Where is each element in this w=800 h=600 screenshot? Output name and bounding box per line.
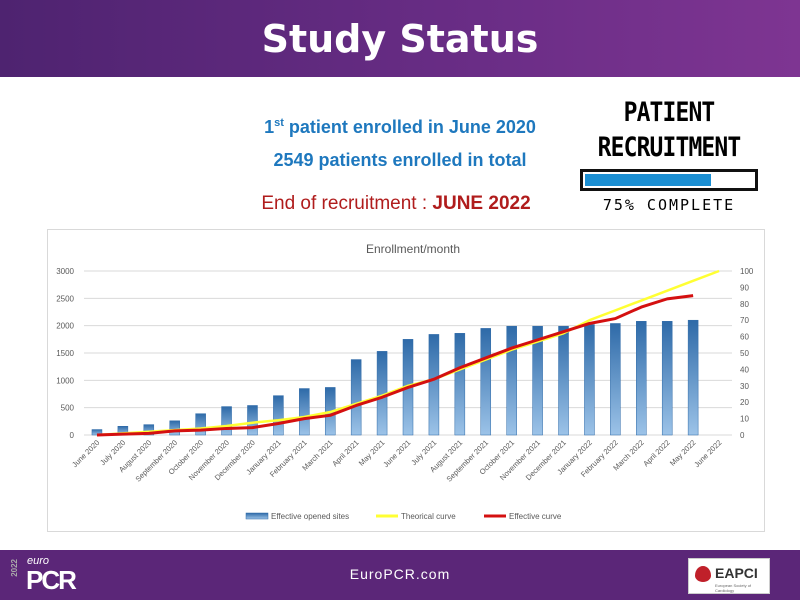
y2-tick-label: 80	[740, 300, 749, 309]
y2-tick-label: 0	[740, 431, 745, 440]
bar	[480, 328, 492, 436]
y2-tick-label: 90	[740, 283, 749, 292]
page-title: Study Status	[261, 16, 539, 61]
y2-tick-label: 60	[740, 333, 749, 342]
x-tick-label: June 2020	[70, 438, 101, 469]
series-line	[96, 269, 720, 437]
badge-caption: 75% COMPLETE	[602, 196, 736, 214]
bar	[169, 420, 180, 436]
y-tick-label: 2500	[56, 294, 74, 303]
x-tick-label: June 2022	[692, 438, 723, 469]
recruitment-badge: PATIENT RECRUITMENT 75% COMPLETE	[578, 95, 760, 214]
bar	[221, 406, 232, 436]
ordinal: 1	[264, 117, 275, 137]
legend-label: Theorical curve	[401, 512, 456, 521]
y-tick-label: 3000	[56, 267, 74, 276]
footer-url[interactable]: EuroPCR.com	[349, 566, 451, 582]
bar	[506, 325, 517, 436]
bar	[247, 405, 258, 436]
bar	[454, 333, 466, 436]
y-tick-label: 2000	[56, 322, 74, 331]
series-line	[96, 294, 694, 437]
bar	[687, 319, 699, 436]
legend-label: Effective opened sites	[271, 512, 349, 521]
first-patient-rest: patient enrolled in June 2020	[283, 117, 536, 137]
bar	[299, 388, 310, 436]
legend-label: Effective curve	[509, 512, 562, 521]
bar	[584, 324, 595, 436]
chart-frame	[47, 229, 765, 532]
header: Study Status	[0, 0, 800, 77]
y2-tick-label: 20	[740, 398, 749, 407]
y-tick-label: 1000	[56, 376, 74, 385]
end-recruitment-text: End of recruitment : JUNE 2022	[196, 193, 596, 215]
y-tick-label: 0	[70, 431, 75, 440]
y2-tick-label: 100	[740, 267, 754, 276]
bar	[532, 325, 543, 436]
partner-sub: European Society of Cardiology	[715, 583, 752, 593]
chart-title: Enrollment/month	[366, 242, 460, 256]
badge-line2: RECRUITMENT	[597, 132, 741, 163]
eapci-logo: EAPCI European Society of Cardiology	[688, 558, 770, 594]
bar	[350, 359, 362, 436]
bar	[273, 395, 284, 436]
bar	[143, 424, 155, 436]
logo-pcr: PCR	[26, 565, 77, 595]
y2-tick-label: 40	[740, 365, 749, 374]
heart-icon	[695, 566, 711, 582]
logo-euro: euro	[27, 555, 50, 567]
bar	[636, 321, 647, 436]
bar	[428, 334, 440, 436]
y-tick-label: 1500	[56, 349, 74, 358]
bar	[558, 325, 569, 436]
partner-name: EAPCI	[715, 565, 758, 581]
recruitment-progress-bar	[580, 169, 758, 191]
y2-tick-label: 10	[740, 415, 749, 424]
bar	[610, 323, 621, 436]
bar	[661, 321, 673, 436]
ordinal-suffix: st	[274, 117, 284, 129]
footer: 2022 euro PCR EuroPCR.com EAPCI European…	[0, 550, 800, 600]
progress-fill	[585, 174, 711, 186]
x-tick-label: June 2021	[381, 438, 412, 469]
first-patient-text: 1st patient enrolled in June 2020	[200, 117, 600, 138]
x-tick-label: April 2021	[330, 438, 360, 468]
total-enrolled-text: 2549 patients enrolled in total	[273, 150, 527, 170]
bar	[195, 413, 206, 436]
y2-tick-label: 50	[740, 349, 749, 358]
legend-swatch	[245, 512, 269, 520]
y2-tick-label: 30	[740, 382, 749, 391]
end-label: End of recruitment :	[261, 193, 433, 214]
y-tick-label: 500	[61, 404, 75, 413]
badge-line1: PATIENT	[623, 97, 716, 128]
x-tick-label: April 2022	[641, 438, 671, 468]
y2-tick-label: 70	[740, 316, 749, 325]
end-value: JUNE 2022	[432, 193, 531, 214]
